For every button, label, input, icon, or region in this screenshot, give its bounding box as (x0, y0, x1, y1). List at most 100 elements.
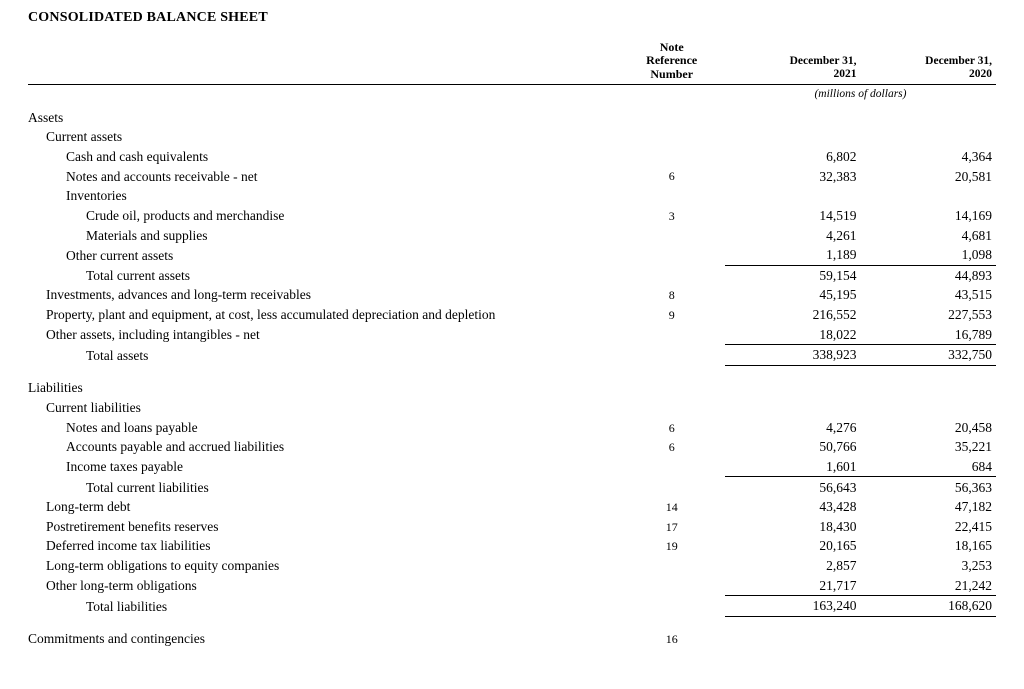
row-value-2020: 332,750 (860, 345, 996, 366)
row-label: Total assets (28, 345, 618, 366)
row-note: 9 (618, 305, 724, 325)
row-value-2020: 21,242 (860, 576, 996, 596)
row-label: Other assets, including intangibles - ne… (28, 325, 618, 345)
balance-sheet-table: NoteReferenceNumber December 31,2021 Dec… (28, 40, 996, 661)
row-value-2020: 4,681 (860, 225, 996, 245)
row-value-2021: 14,519 (725, 206, 861, 226)
row-note (618, 325, 724, 345)
row-value-2021: 216,552 (725, 305, 861, 325)
table-row: Income taxes payable1,601684 (28, 457, 996, 477)
row-value-2021: 56,643 (725, 477, 861, 497)
row-value-2020: 35,221 (860, 437, 996, 457)
row-value-2020: 22,415 (860, 517, 996, 537)
group-subheading-row: Current assets (28, 127, 996, 147)
row-value-2021: 18,022 (725, 325, 861, 345)
table-row: Inventories (28, 186, 996, 206)
header-note: NoteReferenceNumber (618, 40, 724, 84)
row-label: Commitments and contingencies (28, 629, 618, 649)
row-value-2020: 16,789 (860, 325, 996, 345)
table-row: Total current liabilities56,64356,363 (28, 477, 996, 497)
table-row: Total liabilities 163,240168,620 (28, 596, 996, 617)
row-value-2020: 56,363 (860, 477, 996, 497)
row-value-2021: 18,430 (725, 517, 861, 537)
table-row: Materials and supplies4,2614,681 (28, 225, 996, 245)
row-value-2020: 1,098 (860, 245, 996, 265)
row-note (618, 457, 724, 477)
row-label: Other current assets (28, 245, 618, 265)
row-value-2020: 3,253 (860, 556, 996, 576)
row-label: Total liabilities (28, 596, 618, 617)
row-note (618, 225, 724, 245)
row-label: Cash and cash equivalents (28, 147, 618, 167)
row-label: Notes and accounts receivable - net (28, 166, 618, 186)
row-label: Deferred income tax liabilities (28, 536, 618, 556)
row-value-2020: 44,893 (860, 265, 996, 285)
row-value-2021: 43,428 (725, 497, 861, 517)
section-heading: Assets (28, 107, 618, 127)
row-value-2021: 2,857 (725, 556, 861, 576)
header-2021: December 31,2021 (725, 40, 861, 84)
table-row: Other long-term obligations21,71721,242 (28, 576, 996, 596)
row-value-2021: 21,717 (725, 576, 861, 596)
row-value-2021: 45,195 (725, 285, 861, 305)
row-value-2020: 18,165 (860, 536, 996, 556)
row-label: Postretirement benefits reserves (28, 517, 618, 537)
row-note (618, 345, 724, 366)
row-label: Notes and loans payable (28, 417, 618, 437)
row-label: Accounts payable and accrued liabilities (28, 437, 618, 457)
row-note: 19 (618, 536, 724, 556)
row-label: Long-term obligations to equity companie… (28, 556, 618, 576)
row-note (618, 265, 724, 285)
row-note (618, 186, 724, 206)
table-row: Other current assets 1,1891,098 (28, 245, 996, 265)
table-row: Postretirement benefits reserves1718,430… (28, 517, 996, 537)
row-note: 14 (618, 497, 724, 517)
table-row: Long-term debt1443,42847,182 (28, 497, 996, 517)
row-label: Crude oil, products and merchandise (28, 206, 618, 226)
row-value-2020: 20,581 (860, 166, 996, 186)
table-row: Long-term obligations to equity companie… (28, 556, 996, 576)
row-value-2020: 4,364 (860, 147, 996, 167)
spacer-row (28, 649, 996, 661)
header-2020: December 31,2020 (860, 40, 996, 84)
row-value-2021: 1,601 (725, 457, 861, 477)
page-title: CONSOLIDATED BALANCE SHEET (28, 10, 996, 26)
spacer-row (28, 365, 996, 378)
group-subheading: Current assets (28, 127, 618, 147)
group-subheading-row: Current liabilities (28, 398, 996, 418)
row-note: 17 (618, 517, 724, 537)
row-value-2020: 168,620 (860, 596, 996, 617)
row-note (618, 477, 724, 497)
row-value-2021: 163,240 (725, 596, 861, 617)
row-value-2020 (860, 629, 996, 649)
row-note: 6 (618, 166, 724, 186)
table-row: Other assets, including intangibles - ne… (28, 325, 996, 345)
row-label: Materials and supplies (28, 225, 618, 245)
row-value-2021: 4,276 (725, 417, 861, 437)
row-value-2021 (725, 629, 861, 649)
row-value-2021: 50,766 (725, 437, 861, 457)
row-label: Inventories (28, 186, 618, 206)
table-row: Investments, advances and long-term rece… (28, 285, 996, 305)
header-row: NoteReferenceNumber December 31,2021 Dec… (28, 40, 996, 84)
row-label: Income taxes payable (28, 457, 618, 477)
table-row: Accounts payable and accrued liabilities… (28, 437, 996, 457)
row-value-2020: 47,182 (860, 497, 996, 517)
row-value-2020: 227,553 (860, 305, 996, 325)
row-value-2021: 32,383 (725, 166, 861, 186)
section-heading-row: Assets (28, 107, 996, 127)
table-row: Notes and accounts receivable - net632,3… (28, 166, 996, 186)
section-heading: Liabilities (28, 378, 618, 398)
row-label: Long-term debt (28, 497, 618, 517)
row-value-2021: 1,189 (725, 245, 861, 265)
row-label: Total current assets (28, 265, 618, 285)
row-note (618, 245, 724, 265)
table-row: Notes and loans payable64,27620,458 (28, 417, 996, 437)
row-note: 16 (618, 629, 724, 649)
row-label: Investments, advances and long-term rece… (28, 285, 618, 305)
table-row: Crude oil, products and merchandise314,5… (28, 206, 996, 226)
row-note (618, 576, 724, 596)
row-note (618, 147, 724, 167)
row-value-2020: 43,515 (860, 285, 996, 305)
row-note: 6 (618, 437, 724, 457)
